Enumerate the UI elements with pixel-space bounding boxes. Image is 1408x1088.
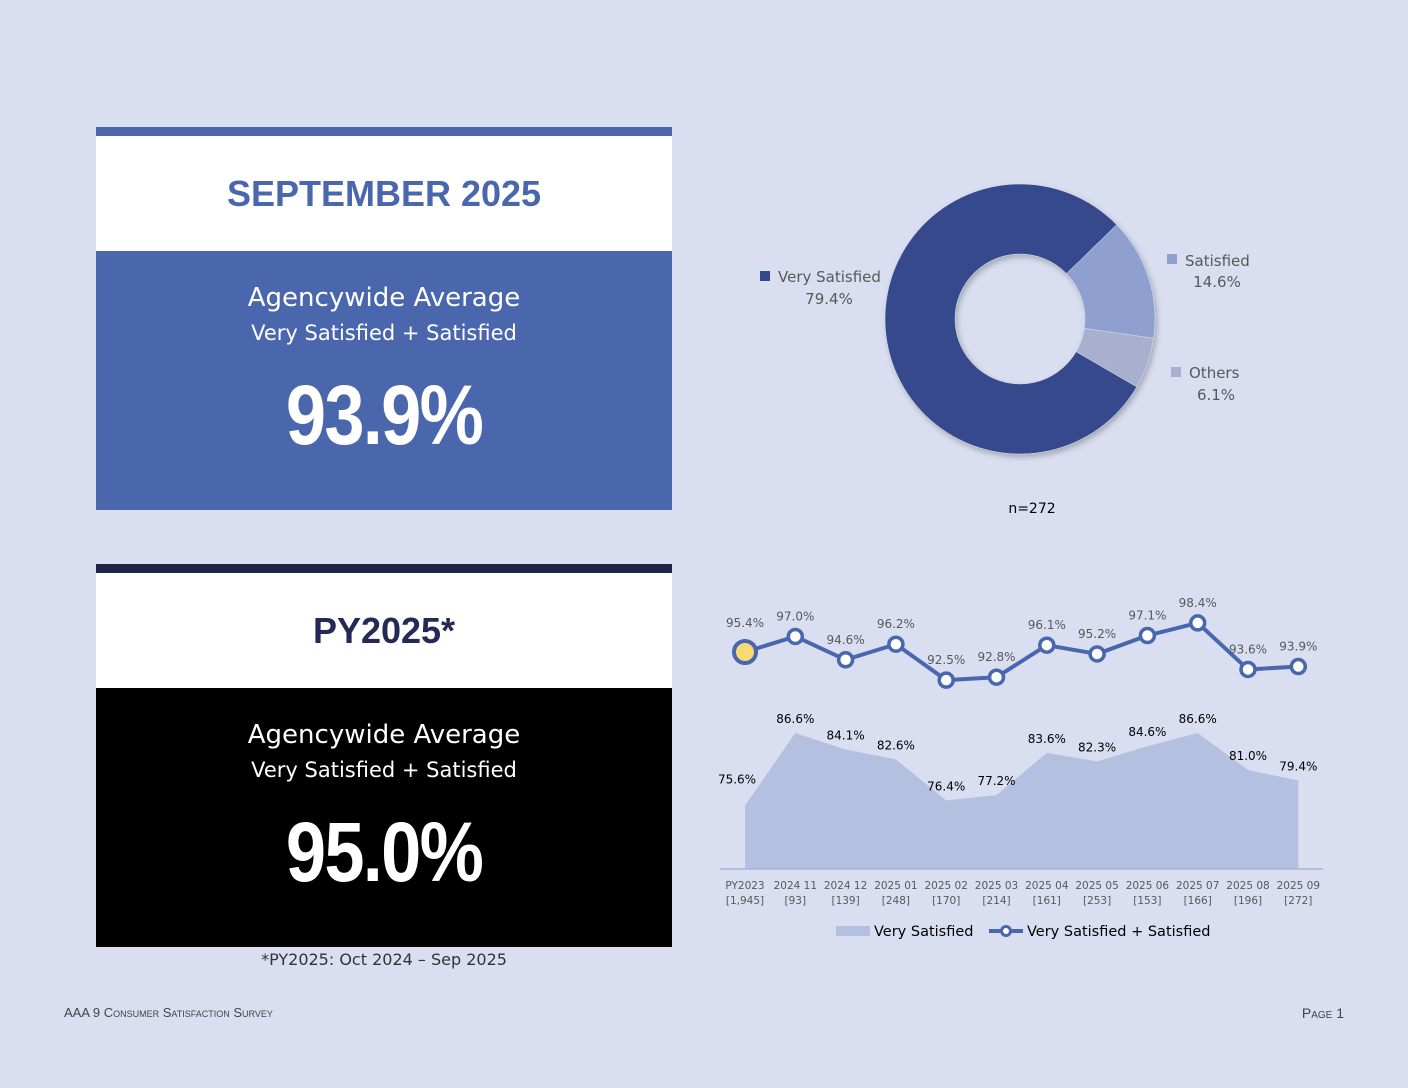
x-tick-label: 2025 05 xyxy=(1075,880,1118,892)
area-data-label: 84.6% xyxy=(1128,725,1166,739)
line-data-label: 95.2% xyxy=(1078,627,1116,641)
month-label: Agencywide Average xyxy=(247,283,521,313)
line-marker xyxy=(887,635,905,653)
month-value: 93.9% xyxy=(285,368,484,462)
legend-value-others: 6.1% xyxy=(1197,386,1235,404)
x-tick-count: [272] xyxy=(1284,895,1312,907)
line-data-label: 94.6% xyxy=(827,633,865,647)
legend-swatch-area xyxy=(836,926,870,936)
legend-label-line: Very Satisfied + Satisfied xyxy=(1027,924,1210,940)
line-marker xyxy=(732,639,758,665)
area-data-label: 77.2% xyxy=(977,774,1015,788)
legend-label-others: Others xyxy=(1189,364,1240,382)
line-data-label: 96.1% xyxy=(1028,618,1066,632)
line-marker xyxy=(836,651,855,669)
line-data-label: 97.1% xyxy=(1128,609,1166,623)
x-tick-label: PY2023 xyxy=(725,880,764,892)
line-data-label: 92.5% xyxy=(927,653,965,667)
year-sublabel: Very Satisfied + Satisfied xyxy=(251,758,517,782)
area-data-label: 82.3% xyxy=(1078,740,1116,754)
area-data-label: 79.4% xyxy=(1279,760,1317,774)
area-data-label: 82.6% xyxy=(877,738,915,752)
month-summary-card: SEPTEMBER 2025 Agencywide Average Very S… xyxy=(96,127,672,510)
line-marker xyxy=(987,668,1006,686)
line-marker xyxy=(1088,645,1106,663)
line-data-label: 93.6% xyxy=(1229,642,1267,656)
month-body: Agencywide Average Very Satisfied + Sati… xyxy=(96,251,672,510)
line-marker xyxy=(1038,636,1056,654)
legend-swatch-satisfied xyxy=(1167,254,1177,264)
x-tick-label: 2025 01 xyxy=(874,880,917,892)
sample-size-label: n=272 xyxy=(1008,501,1055,517)
x-tick-count: [153] xyxy=(1133,895,1161,907)
x-tick-count: [1,945] xyxy=(726,895,764,907)
legend-value-very-satisfied: 79.4% xyxy=(805,290,853,308)
x-tick-label: 2025 04 xyxy=(1025,880,1069,892)
legend-label-very-satisfied: Very Satisfied xyxy=(778,268,881,286)
footer-title: AAA 9 Consumer Satisfaction Survey xyxy=(64,1005,273,1020)
legend-label-satisfied: Satisfied xyxy=(1185,252,1250,270)
x-tick-count: [214] xyxy=(982,895,1010,907)
x-tick-count: [161] xyxy=(1033,895,1061,907)
line-data-label: 93.9% xyxy=(1279,640,1317,654)
x-tick-count: [253] xyxy=(1083,895,1111,907)
x-tick-label: 2025 09 xyxy=(1277,880,1320,892)
area-data-label: 86.6% xyxy=(1179,712,1217,726)
donut-slice-very-satisfied xyxy=(884,183,1138,455)
area-data-label: 84.1% xyxy=(827,729,865,743)
x-tick-label: 2025 03 xyxy=(975,880,1018,892)
year-value: 95.0% xyxy=(285,805,484,899)
x-tick-count: [139] xyxy=(831,895,859,907)
line-data-label: 98.4% xyxy=(1179,596,1217,610)
footnote: *PY2025: Oct 2024 – Sep 2025 xyxy=(261,950,507,969)
trend-chart: 75.6% 86.6% 84.1% 82.6% 76.4% 77.2% 83.6% 82.3%… xyxy=(718,596,1323,940)
line-data-label: 96.2% xyxy=(877,617,915,631)
donut-slice-others xyxy=(1075,328,1154,388)
x-tick-label: 2024 12 xyxy=(824,880,867,892)
x-tick-label: 2025 02 xyxy=(924,880,967,892)
x-tick-label: 2025 08 xyxy=(1226,880,1269,892)
x-tick-label: 2025 07 xyxy=(1176,880,1219,892)
x-tick-count: [93] xyxy=(785,895,807,907)
x-tick-count: [166] xyxy=(1184,895,1212,907)
x-tick-label: 2024 11 xyxy=(774,880,817,892)
line-marker xyxy=(1239,660,1257,679)
year-summary-card: PY2025* Agencywide Average Very Satisfie… xyxy=(96,564,672,947)
card-accent-bar xyxy=(96,127,672,136)
line-very-satisfied-plus-satisfied xyxy=(744,620,1299,683)
line-marker xyxy=(786,627,805,646)
page-number: Page 1 xyxy=(1301,1005,1344,1021)
line-marker xyxy=(1138,626,1157,645)
line-marker xyxy=(1289,657,1308,676)
line-data-label: 97.0% xyxy=(776,609,814,623)
legend-label-area: Very Satisfied xyxy=(874,924,973,940)
legend-swatch-others xyxy=(1171,367,1181,377)
month-heading: SEPTEMBER 2025 xyxy=(96,136,672,251)
donut-chart: Very Satisfied 79.4% Satisfied 14.6% Others 6… xyxy=(760,183,1250,517)
year-body: Agencywide Average Very Satisfied + Sati… xyxy=(96,688,672,947)
area-data-label: 81.0% xyxy=(1229,749,1267,763)
x-tick-label: 2025 06 xyxy=(1126,880,1170,892)
x-tick-count: [248] xyxy=(882,895,910,907)
x-tick-count: [196] xyxy=(1234,895,1262,907)
month-sublabel: Very Satisfied + Satisfied xyxy=(251,321,517,345)
year-label: Agencywide Average xyxy=(247,720,521,750)
line-marker xyxy=(1188,614,1207,632)
area-very-satisfied xyxy=(745,733,1299,869)
line-data-label: 92.8% xyxy=(977,650,1015,664)
area-data-label: 75.6% xyxy=(718,773,756,787)
card-accent-bar xyxy=(96,564,672,573)
area-data-label: 86.6% xyxy=(776,712,814,726)
year-heading: PY2025* xyxy=(96,573,672,688)
x-tick-count: [170] xyxy=(932,895,960,907)
legend-value-satisfied: 14.6% xyxy=(1193,273,1241,291)
line-data-label: 95.4% xyxy=(726,616,764,630)
area-data-label: 83.6% xyxy=(1028,732,1066,746)
line-marker xyxy=(937,671,955,689)
legend-marker-line xyxy=(1000,925,1012,937)
legend-swatch-very-satisfied xyxy=(760,271,770,281)
area-data-label: 76.4% xyxy=(927,779,965,793)
